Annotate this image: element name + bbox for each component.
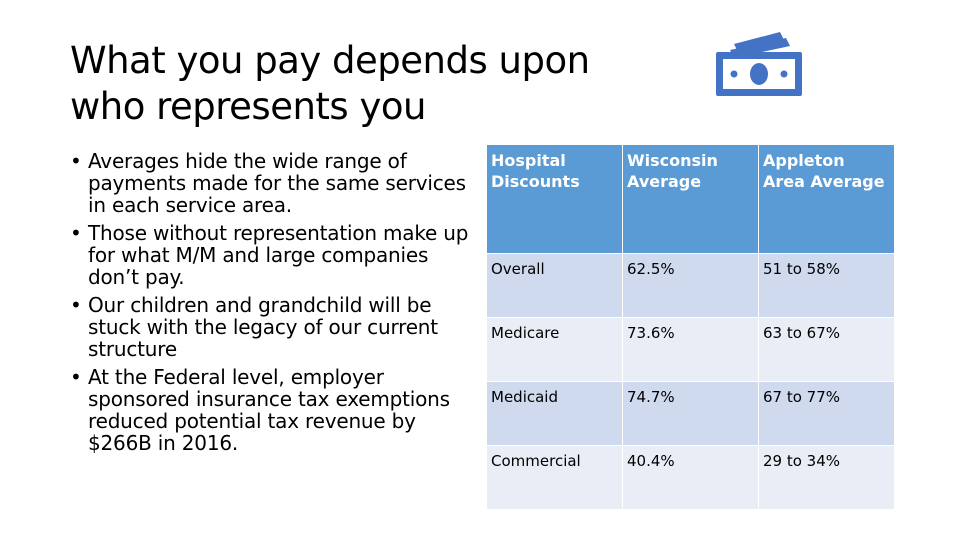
table-cell: Overall — [486, 253, 623, 318]
table-row: Medicare 73.6% 63 to 67% — [486, 317, 895, 382]
bullet-item: Averages hide the wide range of payments… — [70, 150, 480, 216]
table-cell: 29 to 34% — [758, 445, 895, 510]
table-cell: 40.4% — [622, 445, 759, 510]
table-row: Overall 62.5% 51 to 58% — [486, 253, 895, 318]
header-cell: Hospital Discounts — [486, 144, 623, 254]
table-cell: 73.6% — [622, 317, 759, 382]
table-row: Medicaid 74.7% 67 to 77% — [486, 381, 895, 446]
table-cell: 74.7% — [622, 381, 759, 446]
header-cell: Wisconsin Average — [622, 144, 759, 254]
hospital-discounts-table: Hospital Discounts Wisconsin Average App… — [486, 144, 895, 510]
table-cell: 62.5% — [622, 253, 759, 318]
money-bills-icon — [716, 32, 802, 96]
bullet-item: At the Federal level, employer sponsored… — [70, 366, 480, 454]
bullet-item: Our children and grandchild will be stuc… — [70, 294, 480, 360]
table-cell: Medicare — [486, 317, 623, 382]
table-cell: Commercial — [486, 445, 623, 510]
bullet-list: Averages hide the wide range of payments… — [70, 150, 480, 460]
table-cell: 67 to 77% — [758, 381, 895, 446]
header-cell: Appleton Area Average — [758, 144, 895, 254]
table-cell: 51 to 58% — [758, 253, 895, 318]
table-header-row: Hospital Discounts Wisconsin Average App… — [486, 144, 895, 254]
bullet-item: Those without representation make up for… — [70, 222, 480, 288]
table-cell: 63 to 67% — [758, 317, 895, 382]
table-row: Commercial 40.4% 29 to 34% — [486, 445, 895, 510]
slide-title: What you pay depends upon who represents… — [70, 39, 590, 128]
table-cell: Medicaid — [486, 381, 623, 446]
